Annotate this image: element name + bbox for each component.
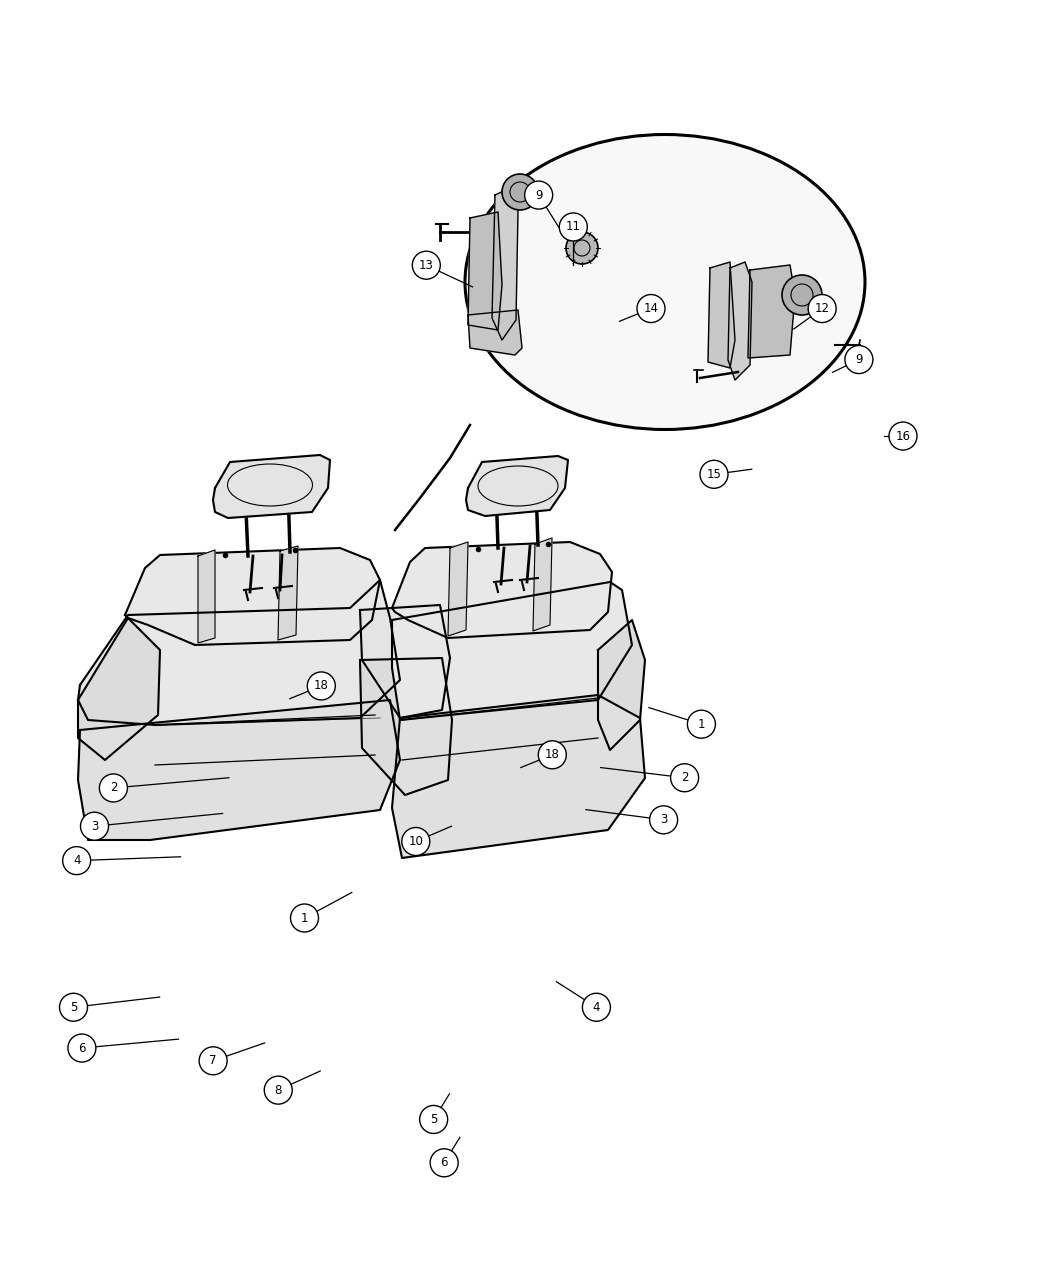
Ellipse shape xyxy=(465,134,865,430)
Circle shape xyxy=(637,295,665,323)
Circle shape xyxy=(68,1034,96,1062)
Text: 12: 12 xyxy=(815,302,830,315)
Polygon shape xyxy=(466,456,568,516)
Circle shape xyxy=(782,275,822,315)
Polygon shape xyxy=(728,261,752,380)
Text: 5: 5 xyxy=(429,1113,438,1126)
Polygon shape xyxy=(78,618,160,760)
Text: 4: 4 xyxy=(592,1001,601,1014)
Polygon shape xyxy=(278,546,298,640)
Text: 2: 2 xyxy=(109,782,118,794)
Text: 6: 6 xyxy=(78,1042,86,1054)
Polygon shape xyxy=(533,538,552,631)
Circle shape xyxy=(688,710,715,738)
Circle shape xyxy=(430,1149,458,1177)
Polygon shape xyxy=(448,542,468,636)
Circle shape xyxy=(700,460,728,488)
Text: 1: 1 xyxy=(300,912,309,924)
Circle shape xyxy=(60,993,87,1021)
Circle shape xyxy=(539,741,566,769)
Text: 13: 13 xyxy=(419,259,434,272)
Text: 15: 15 xyxy=(707,468,721,481)
Polygon shape xyxy=(708,261,735,368)
Polygon shape xyxy=(360,658,452,796)
Circle shape xyxy=(265,1076,292,1104)
Circle shape xyxy=(525,181,552,209)
Circle shape xyxy=(808,295,836,323)
Circle shape xyxy=(100,774,127,802)
Text: 11: 11 xyxy=(566,221,581,233)
Circle shape xyxy=(566,232,598,264)
Polygon shape xyxy=(360,606,450,718)
Circle shape xyxy=(583,993,610,1021)
Circle shape xyxy=(889,422,917,450)
Text: 16: 16 xyxy=(896,430,910,442)
Text: 1: 1 xyxy=(697,718,706,731)
Text: 10: 10 xyxy=(408,835,423,848)
Text: 18: 18 xyxy=(314,680,329,692)
Circle shape xyxy=(81,812,108,840)
Polygon shape xyxy=(213,455,330,518)
Text: 7: 7 xyxy=(209,1054,217,1067)
Circle shape xyxy=(671,764,698,792)
Polygon shape xyxy=(392,581,632,720)
Circle shape xyxy=(650,806,677,834)
Text: 5: 5 xyxy=(69,1001,78,1014)
Text: 3: 3 xyxy=(659,813,668,826)
Polygon shape xyxy=(598,620,645,750)
Text: 9: 9 xyxy=(855,353,863,366)
Circle shape xyxy=(502,173,538,210)
Text: 9: 9 xyxy=(534,189,543,201)
Text: 4: 4 xyxy=(72,854,81,867)
Text: 3: 3 xyxy=(90,820,99,833)
Text: 14: 14 xyxy=(644,302,658,315)
Circle shape xyxy=(63,847,90,875)
Polygon shape xyxy=(78,580,400,725)
Polygon shape xyxy=(125,548,380,645)
Text: 18: 18 xyxy=(545,748,560,761)
Text: 2: 2 xyxy=(680,771,689,784)
Polygon shape xyxy=(748,265,795,358)
Circle shape xyxy=(291,904,318,932)
Polygon shape xyxy=(392,542,612,638)
Polygon shape xyxy=(78,700,400,840)
Circle shape xyxy=(413,251,440,279)
Polygon shape xyxy=(468,212,502,330)
Polygon shape xyxy=(198,550,215,643)
Circle shape xyxy=(308,672,335,700)
Text: 6: 6 xyxy=(440,1156,448,1169)
Circle shape xyxy=(402,827,429,856)
Polygon shape xyxy=(468,310,522,354)
Circle shape xyxy=(845,346,873,374)
Circle shape xyxy=(560,213,587,241)
Polygon shape xyxy=(392,695,645,858)
Polygon shape xyxy=(492,187,518,340)
Circle shape xyxy=(200,1047,227,1075)
Text: 8: 8 xyxy=(274,1084,282,1096)
Circle shape xyxy=(420,1105,447,1133)
